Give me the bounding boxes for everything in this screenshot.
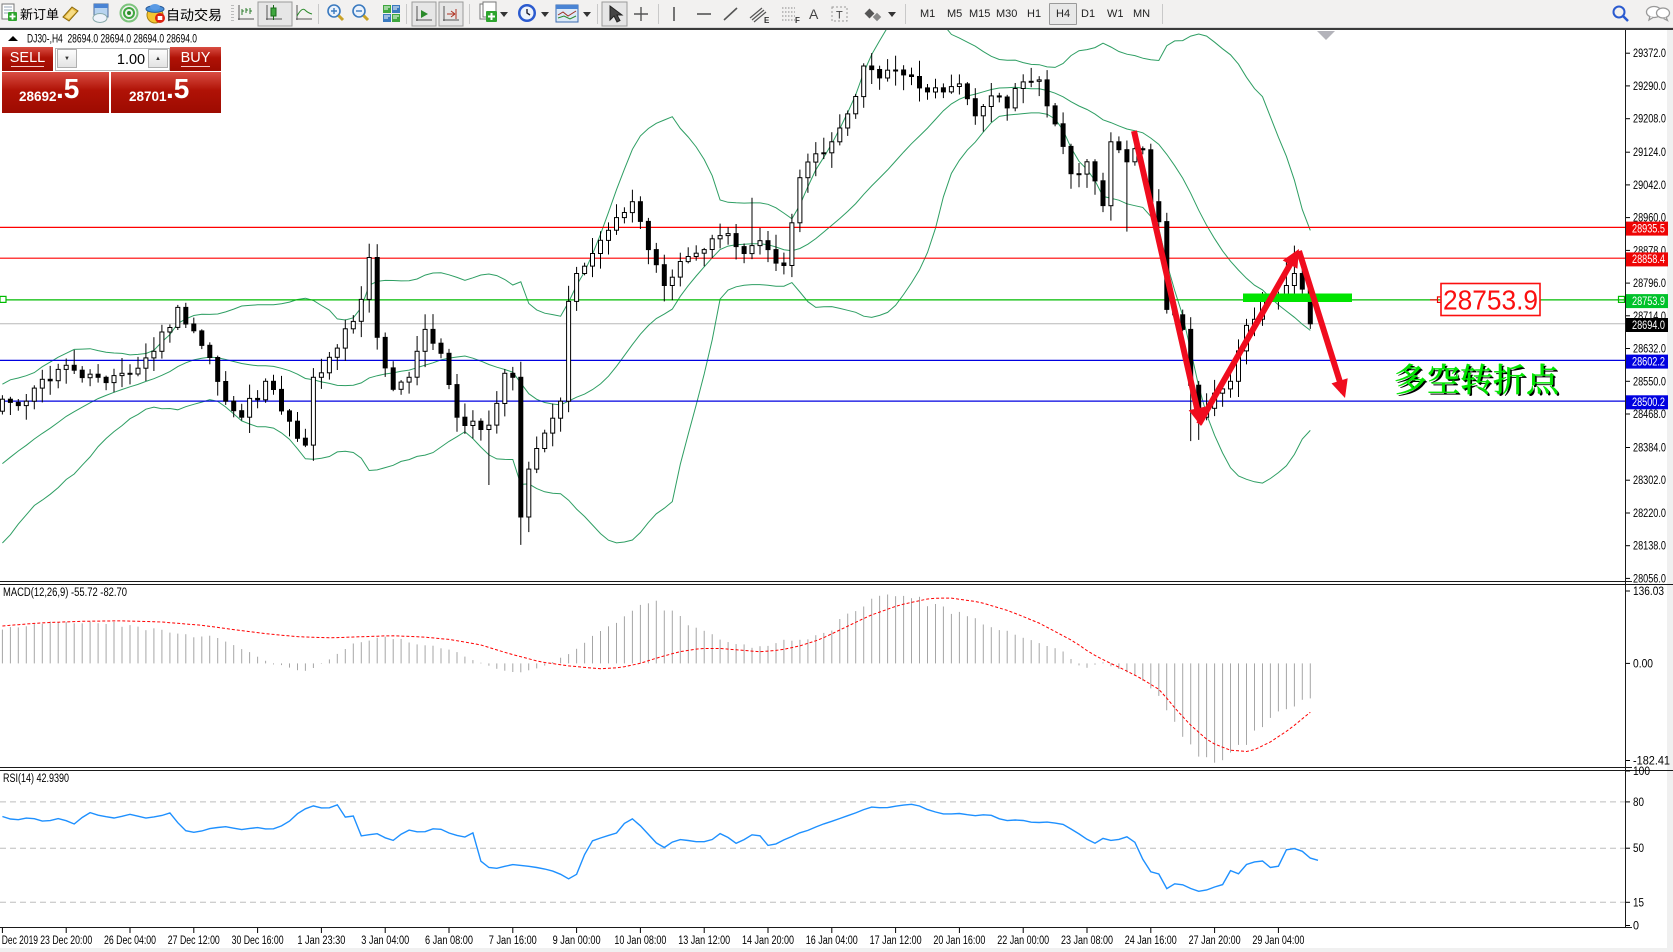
svg-text:29 Jan 04:00: 29 Jan 04:00 — [1252, 935, 1304, 947]
svg-text:23 Dec 20:00: 23 Dec 20:00 — [40, 935, 92, 947]
svg-text:MACD(12,26,9) -55.72 -82.70: MACD(12,26,9) -55.72 -82.70 — [3, 587, 127, 599]
svg-text:28602.2: 28602.2 — [1632, 356, 1665, 368]
svg-text:28753.9: 28753.9 — [1632, 296, 1665, 308]
svg-text:26 Dec 04:00: 26 Dec 04:00 — [104, 935, 156, 947]
svg-text:29042.0: 29042.0 — [1633, 180, 1666, 192]
svg-text:T: T — [836, 10, 843, 22]
svg-text:23 Jan 08:00: 23 Jan 08:00 — [1061, 935, 1113, 947]
svg-text:28550.0: 28550.0 — [1633, 376, 1666, 388]
svg-text:50: 50 — [1633, 843, 1644, 855]
svg-text:29290.0: 29290.0 — [1633, 81, 1666, 93]
svg-text:13 Jan 12:00: 13 Jan 12:00 — [678, 935, 730, 947]
svg-text:3 Jan 04:00: 3 Jan 04:00 — [361, 935, 409, 947]
svg-text:29372.0: 29372.0 — [1633, 48, 1666, 60]
svg-text:RSI(14) 42.9390: RSI(14) 42.9390 — [3, 773, 69, 785]
svg-text:28220.0: 28220.0 — [1633, 508, 1666, 520]
svg-text:28138.0: 28138.0 — [1633, 541, 1666, 553]
svg-text:E: E — [764, 16, 770, 25]
svg-text:16 Jan 04:00: 16 Jan 04:00 — [806, 935, 858, 947]
svg-text:28468.0: 28468.0 — [1633, 409, 1666, 421]
svg-text:28858.4: 28858.4 — [1632, 254, 1665, 266]
svg-text:28796.0: 28796.0 — [1633, 278, 1666, 290]
svg-text:20 Jan 16:00: 20 Jan 16:00 — [933, 935, 985, 947]
svg-text:14 Jan 20:00: 14 Jan 20:00 — [742, 935, 794, 947]
svg-text:0: 0 — [1633, 921, 1639, 933]
svg-text:100: 100 — [1633, 766, 1650, 778]
svg-text:A: A — [809, 6, 819, 22]
svg-text:20 Dec 2019: 20 Dec 2019 — [0, 935, 38, 947]
svg-text:6 Jan 08:00: 6 Jan 08:00 — [425, 935, 473, 947]
svg-text:27 Jan 20:00: 27 Jan 20:00 — [1189, 935, 1241, 947]
svg-text:22 Jan 00:00: 22 Jan 00:00 — [997, 935, 1049, 947]
svg-text:28302.0: 28302.0 — [1633, 475, 1666, 487]
svg-text:17 Jan 12:00: 17 Jan 12:00 — [870, 935, 922, 947]
svg-text:-182.41: -182.41 — [1633, 756, 1670, 768]
svg-text:0.00: 0.00 — [1633, 658, 1653, 670]
svg-text:28384.0: 28384.0 — [1633, 443, 1666, 455]
svg-text:28753.9: 28753.9 — [1443, 285, 1538, 316]
svg-text:28935.5: 28935.5 — [1632, 223, 1665, 235]
svg-text:28500.2: 28500.2 — [1632, 397, 1665, 409]
svg-text:9 Jan 00:00: 9 Jan 00:00 — [553, 935, 601, 947]
svg-text:F: F — [795, 16, 800, 25]
svg-text:28632.0: 28632.0 — [1633, 344, 1666, 356]
svg-text:28056.0: 28056.0 — [1633, 573, 1666, 585]
svg-text:27 Dec 12:00: 27 Dec 12:00 — [168, 935, 220, 947]
svg-text:7 Jan 16:00: 7 Jan 16:00 — [489, 935, 537, 947]
svg-text:29208.0: 29208.0 — [1633, 114, 1666, 126]
svg-text:DJ30-,H4 28694.0 28694.0 2869: DJ30-,H4 28694.0 28694.0 28694.0 28694.0 — [27, 32, 197, 46]
svg-text:15: 15 — [1633, 897, 1644, 909]
svg-text:136.03: 136.03 — [1633, 586, 1664, 598]
svg-text:28694.0: 28694.0 — [1632, 320, 1665, 332]
svg-text:10 Jan 08:00: 10 Jan 08:00 — [614, 935, 666, 947]
svg-text:24 Jan 16:00: 24 Jan 16:00 — [1125, 935, 1177, 947]
svg-text:29124.0: 29124.0 — [1633, 147, 1666, 159]
svg-text:30 Dec 16:00: 30 Dec 16:00 — [232, 935, 284, 947]
svg-text:1 Jan 23:30: 1 Jan 23:30 — [297, 935, 345, 947]
svg-text:80: 80 — [1633, 797, 1644, 809]
